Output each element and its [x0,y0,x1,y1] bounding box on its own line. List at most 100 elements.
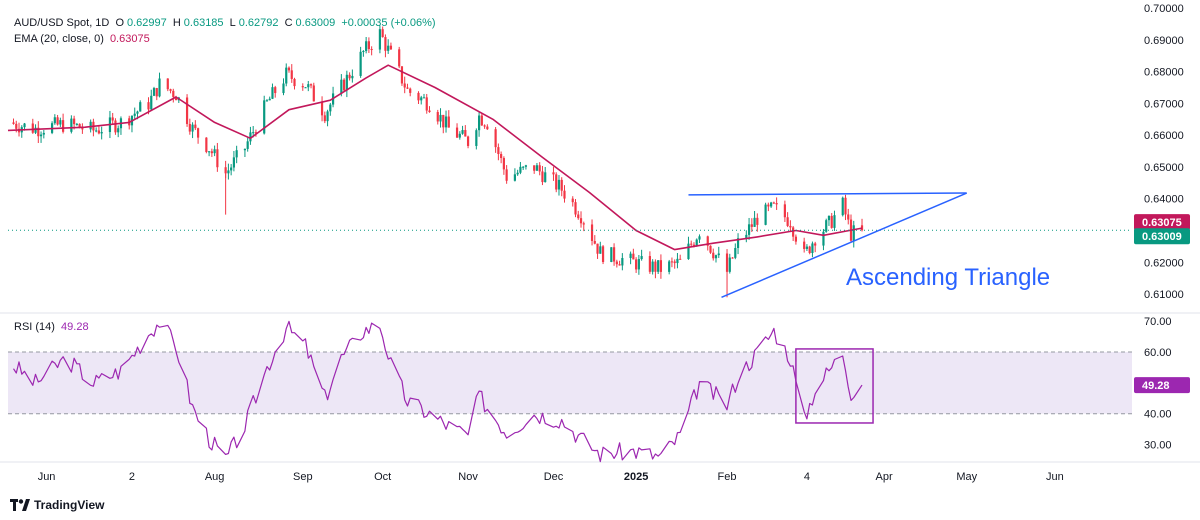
candle-body[interactable] [574,202,577,215]
candle-body[interactable] [571,198,574,203]
candle-body[interactable] [39,134,43,137]
candle-body[interactable] [15,123,18,129]
candle-body[interactable] [736,238,740,248]
candle-body[interactable] [362,51,365,53]
candle-body[interactable] [827,215,831,221]
candle-body[interactable] [692,244,696,246]
candle-body[interactable] [290,70,293,79]
time-axis[interactable]: Jun 2 Aug Sep Oct Nov Dec 2025 Feb 4 Apr May Jun [38,471,1064,483]
candle-body[interactable] [367,41,370,50]
candle-body[interactable] [461,130,464,134]
candle-body[interactable] [406,87,409,89]
candle-body[interactable] [659,260,663,272]
candle-body[interactable] [345,74,348,91]
candle-body[interactable] [56,117,59,125]
candle-body[interactable] [329,104,332,112]
candle-body[interactable] [635,259,638,270]
candle-body[interactable] [725,253,729,272]
candle-body[interactable] [706,236,709,246]
candle-body[interactable] [555,174,558,190]
candle-body[interactable] [150,95,153,110]
candle-body[interactable] [601,246,605,262]
candle-body[interactable] [75,123,78,125]
candle-body[interactable] [398,49,401,67]
candle-body[interactable] [709,245,712,253]
candle-body[interactable] [447,116,450,128]
candle-body[interactable] [169,89,172,91]
rsi-line[interactable] [12,320,863,463]
candle-body[interactable] [420,97,423,101]
candle-body[interactable] [593,240,596,244]
candle-body[interactable] [522,166,525,168]
candle-body[interactable] [254,132,258,134]
candle-body[interactable] [381,29,384,38]
candle-body[interactable] [97,130,101,134]
candle-body[interactable] [194,124,197,129]
candle-body[interactable] [351,75,354,79]
resistance-trendline[interactable] [688,192,967,196]
candle-body[interactable] [847,214,850,220]
candle-body[interactable] [249,132,252,142]
candle-body[interactable] [535,165,539,171]
candle-body[interactable] [690,243,693,245]
candle-body[interactable] [78,123,81,129]
rsi-label[interactable]: RSI (14) [14,321,55,333]
candle-body[interactable] [210,151,213,154]
candle-body[interactable] [621,258,624,266]
candle-body[interactable] [309,84,313,86]
candle-body[interactable] [466,136,470,146]
candle-body[interactable] [811,243,814,254]
candle-body[interactable] [670,261,674,263]
candle-body[interactable] [224,167,227,174]
candle-body[interactable] [428,110,431,113]
candle-body[interactable] [789,225,792,228]
candle-body[interactable] [651,261,654,272]
candle-body[interactable] [166,78,169,90]
candle-body[interactable] [243,148,247,151]
candle-body[interactable] [687,243,690,260]
candle-body[interactable] [579,218,583,224]
candle-body[interactable] [825,220,828,232]
candle-body[interactable] [830,215,833,228]
candle-body[interactable] [271,87,274,99]
candle-body[interactable] [158,78,161,97]
annotation-text[interactable]: Ascending Triangle [846,264,1050,291]
candle-body[interactable] [73,118,76,125]
candle-body[interactable] [632,253,635,260]
candle-body[interactable] [365,41,368,52]
candle-body[interactable] [538,165,541,172]
candle-body[interactable] [590,224,594,241]
candle-body[interactable] [268,98,271,101]
candle-body[interactable] [745,234,748,239]
candle-body[interactable] [235,150,238,158]
candle-body[interactable] [563,190,566,199]
rsi-pane[interactable]: 70.00 60.00 40.00 30.00 49.28 [0,316,1200,463]
candle-body[interactable] [533,165,536,171]
candle-body[interactable] [287,67,291,71]
candle-body[interactable] [425,97,428,111]
candle-body[interactable] [136,111,139,114]
candle-body[interactable] [409,88,412,93]
candle-body[interactable] [59,120,62,125]
candle-body[interactable] [389,45,393,50]
candle-body[interactable] [734,247,737,258]
candle-body[interactable] [23,123,26,128]
candle-body[interactable] [301,86,304,88]
candle-body[interactable] [400,66,404,84]
candle-body[interactable] [747,224,751,235]
candle-body[interactable] [714,255,718,259]
candle-body[interactable] [560,179,563,191]
candle-body[interactable] [610,247,613,262]
candle-body[interactable] [676,258,679,264]
candle-body[interactable] [455,127,459,138]
candle-body[interactable] [750,224,753,227]
candle-body[interactable] [679,258,682,260]
candle-body[interactable] [359,51,362,76]
candle-body[interactable] [42,132,45,135]
tradingview-logo[interactable]: TradingView [10,498,104,512]
candle-body[interactable] [519,166,522,173]
candle-body[interactable] [480,115,483,126]
candle-body[interactable] [844,197,847,215]
candle-body[interactable] [95,130,98,132]
candle-body[interactable] [753,217,756,227]
